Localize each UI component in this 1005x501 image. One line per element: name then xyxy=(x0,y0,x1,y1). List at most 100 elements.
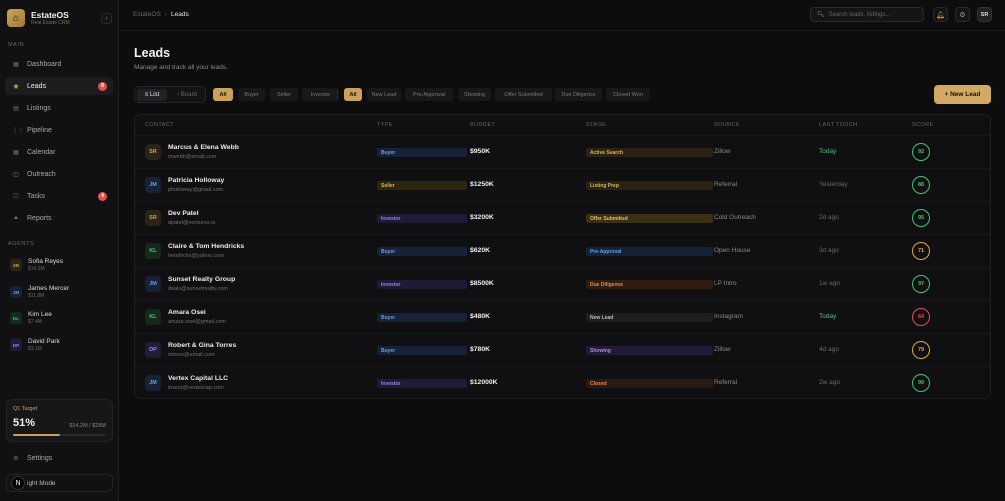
column-header-budget[interactable]: BUDGET xyxy=(470,122,496,128)
contact-avatar: JM xyxy=(145,177,161,193)
contact-name[interactable]: Claire & Tom Hendricks xyxy=(168,243,245,250)
notifications-button[interactable]: 🔔︎ xyxy=(933,7,948,22)
stage-filter-closed-won[interactable]: Closed Won xyxy=(606,88,650,101)
collapse-sidebar-button[interactable]: ‹ xyxy=(101,13,112,24)
contact-name[interactable]: Marcus & Elena Webb xyxy=(168,144,239,151)
user-avatar[interactable]: SR xyxy=(977,7,992,22)
search-input[interactable]: 🔍︎ Search leads, listings... xyxy=(810,7,924,22)
board-view-button[interactable]: ▫ Board xyxy=(177,92,197,98)
sidebar-item-tasks[interactable]: ☐ Tasks 4 xyxy=(5,187,113,205)
stage-filter-all[interactable]: All xyxy=(344,88,362,101)
contact-name[interactable]: Robert & Gina Torres xyxy=(168,342,237,349)
table-row[interactable]: SR Marcus & Elena Webb mwebb@email.com Buye… xyxy=(135,135,990,168)
stage-filter-showing[interactable]: Showing xyxy=(458,88,491,101)
source-value: Zillow xyxy=(714,148,731,155)
source-value: Referral xyxy=(714,181,738,188)
breadcrumb-current: Leads xyxy=(171,11,189,18)
brand-name: EstateOS xyxy=(31,9,69,20)
sidebar-item-leads[interactable]: ◉ Leads 8 xyxy=(5,77,113,95)
checkbox-icon: ☐ xyxy=(13,193,19,200)
kanban-icon: ⋮⋮ xyxy=(12,127,24,134)
source-value: Cold Outreach xyxy=(714,214,756,221)
contact-email: hendricks@yahoo.com xyxy=(168,253,225,259)
column-header-stage[interactable]: STAGE xyxy=(586,122,607,128)
stage-filter-new-lead[interactable]: New Lead xyxy=(367,88,401,101)
table-row[interactable]: SR Dev Patel dpatel@ventures.io Investor $32… xyxy=(135,201,990,234)
budget-value: $3200K xyxy=(470,214,494,221)
type-filter-all[interactable]: All xyxy=(213,88,233,101)
column-header-score[interactable]: SCORE xyxy=(912,122,934,128)
column-header-contact[interactable]: CONTACT xyxy=(145,122,174,128)
table-row[interactable]: JM Patricia Holloway pholloway@gmail.com Se… xyxy=(135,168,990,201)
contact-name[interactable]: Vertex Capital LLC xyxy=(168,375,229,382)
sidebar-item-settings[interactable]: ⚙ Settings xyxy=(5,450,52,466)
sidebar-item-dashboard[interactable]: ▦ Dashboard xyxy=(5,55,113,73)
light-mode-toggle[interactable]: N ight Mode xyxy=(6,474,113,492)
type-badge: Buyer xyxy=(377,313,467,322)
table-row[interactable]: KL Amara Osei amara.osei@gmail.com Buyer $48… xyxy=(135,300,990,333)
sidebar-item-reports[interactable]: ▲ Reports xyxy=(5,209,113,227)
breadcrumb-root[interactable]: EstateOS xyxy=(133,11,161,18)
type-badge: Investor xyxy=(377,214,467,223)
last-touch-value: Yesterday xyxy=(819,181,848,188)
table-row[interactable]: KL Claire & Tom Hendricks hendricks@yahoo.… xyxy=(135,234,990,267)
gear-icon: ⚙ xyxy=(13,455,19,462)
agent-value: $11.8M xyxy=(28,292,45,299)
sidebar-item-listings[interactable]: ▤ Listings xyxy=(5,99,113,117)
stage-filter-due-diligence[interactable]: Due Diligence xyxy=(555,88,602,101)
grid-icon: ▦ xyxy=(13,61,19,68)
sidebar-item-label: Dashboard xyxy=(27,60,62,68)
type-filter-investor[interactable]: Investor xyxy=(302,88,339,101)
contact-name[interactable]: Dev Patel xyxy=(168,210,199,217)
agent-item[interactable]: DP David Park $3.1M xyxy=(10,335,114,355)
column-header-type[interactable]: TYPE xyxy=(377,122,393,128)
brand[interactable]: ⌂ EstateOS Real Estate CRM xyxy=(7,9,70,27)
sidebar-item-label: Reports xyxy=(27,214,52,222)
score-ring: 92 xyxy=(912,143,930,161)
sidebar-item-label: Outreach xyxy=(27,170,56,178)
column-header-source[interactable]: SOURCE xyxy=(714,122,740,128)
contact-avatar: SR xyxy=(145,210,161,226)
send-icon: ◫ xyxy=(13,171,19,178)
type-filter-buyer[interactable]: Buyer xyxy=(238,88,265,101)
type-badge: Seller xyxy=(377,181,467,190)
sidebar-item-calendar[interactable]: ▦ Calendar xyxy=(5,143,113,161)
q1-target-card: Q1 Target 51% $14.2M / $28M xyxy=(6,399,113,442)
search-placeholder: Search leads, listings... xyxy=(828,11,891,18)
chevron-left-icon: ‹ xyxy=(105,15,108,22)
contact-name[interactable]: Amara Osei xyxy=(168,309,206,316)
settings-button[interactable]: ⚙ xyxy=(955,7,970,22)
agent-item[interactable]: JM James Mercer $11.8M xyxy=(10,282,114,302)
page-title: Leads xyxy=(134,46,171,60)
score-ring: 64 xyxy=(912,308,930,326)
contact-email: dpatel@ventures.io xyxy=(168,220,216,226)
column-header-last-touch[interactable]: LAST TOUCH xyxy=(819,122,858,128)
sidebar-item-pipeline[interactable]: ⋮⋮ Pipeline xyxy=(5,121,113,139)
stage-filter-pre-approval[interactable]: Pre-Approval xyxy=(405,88,453,101)
search-icon: 🔍︎ xyxy=(817,12,825,18)
agent-value: $14.2M xyxy=(28,265,45,272)
last-touch-value: 3d ago xyxy=(819,247,839,254)
list-view-button[interactable]: ≡ List xyxy=(137,89,167,101)
contact-avatar: JM xyxy=(145,276,161,292)
table-row[interactable]: DP Robert & Gina Torres rtorres@email.com B… xyxy=(135,333,990,366)
target-percent: 51% xyxy=(13,417,36,429)
sidebar-item-outreach[interactable]: ◫ Outreach xyxy=(5,165,113,183)
agent-avatar: JM xyxy=(10,286,22,298)
type-filter-seller[interactable]: Seller xyxy=(270,88,298,101)
score-ring: 99 xyxy=(912,374,930,392)
agent-item[interactable]: SR Sofia Reyes $14.2M xyxy=(10,255,114,275)
sidebar: ⌂ EstateOS Real Estate CRM ‹ MAIN ▦ Dashb… xyxy=(0,0,119,501)
brand-text: EstateOS Real Estate CRM xyxy=(31,10,70,27)
view-toggle: ≡ List ▫ Board xyxy=(134,86,206,103)
table-row[interactable]: JM Vertex Capital LLC invest@vertexcap.com… xyxy=(135,366,990,398)
contact-name[interactable]: Patricia Holloway xyxy=(168,177,225,184)
table-row[interactable]: JM Sunset Realty Group deals@sunsetrealty.… xyxy=(135,267,990,300)
target-amount: $14.2M / $28M xyxy=(69,423,106,429)
agent-item[interactable]: KL Kim Lee $7.4M xyxy=(10,308,114,328)
contact-name[interactable]: Sunset Realty Group xyxy=(168,276,236,283)
new-lead-button[interactable]: + New Lead xyxy=(934,85,991,104)
score-ring: 71 xyxy=(912,242,930,260)
stage-filter-offer-submitted[interactable]: Offer Submitted xyxy=(495,88,552,101)
